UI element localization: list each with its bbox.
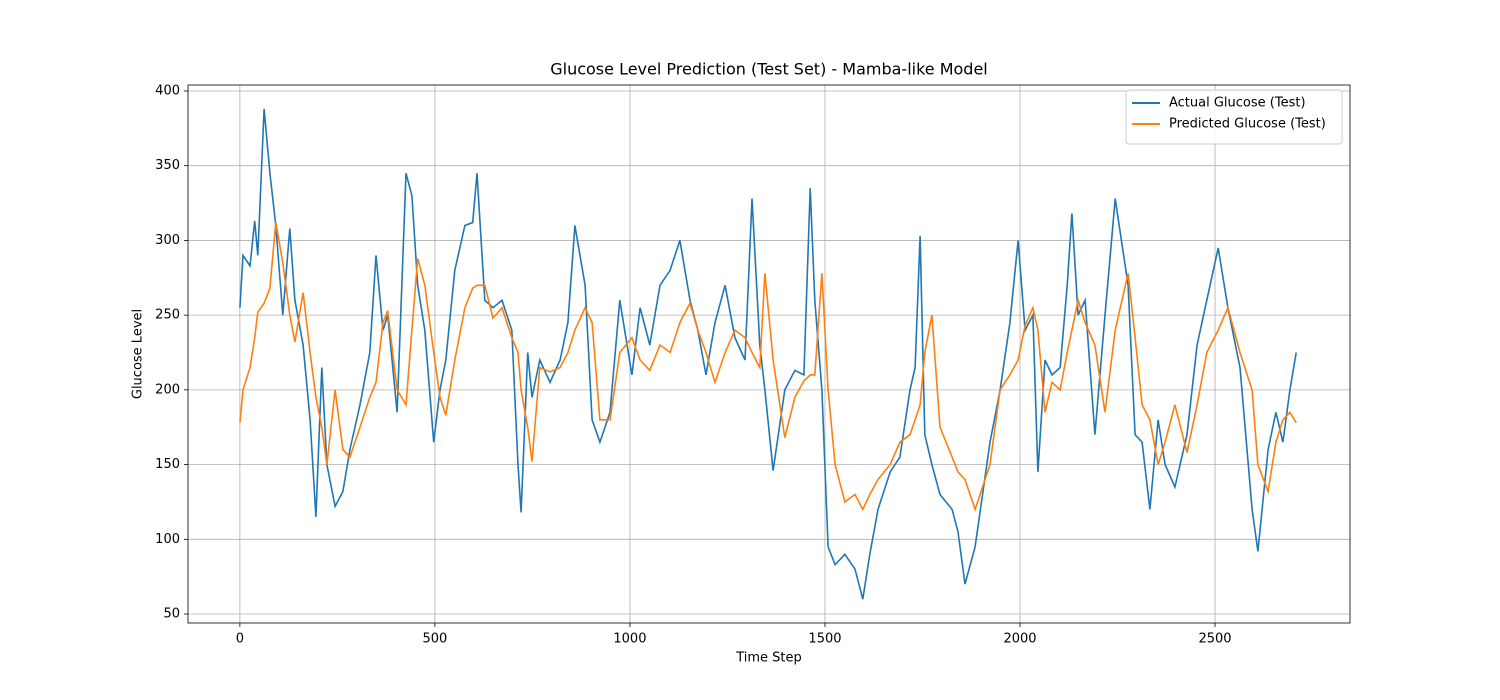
legend-label: Actual Glucose (Test): [1169, 96, 1306, 111]
x-tick-label: 1500: [808, 632, 841, 647]
y-tick-label: 350: [155, 158, 180, 173]
y-tick-label: 50: [163, 607, 180, 622]
y-axis-label: Glucose Level: [131, 309, 146, 399]
y-tick-label: 300: [155, 233, 180, 248]
y-tick-label: 200: [155, 382, 180, 397]
legend: Actual Glucose (Test) Predicted Glucose (…: [1125, 89, 1343, 145]
x-axis-label: Time Step: [735, 651, 802, 666]
plot-frame: [187, 84, 1351, 624]
x-tick-label: 2000: [1003, 632, 1036, 647]
y-tick-label: 400: [155, 83, 180, 98]
x-tick-label: 0: [236, 632, 244, 647]
y-tick-label: 250: [155, 308, 180, 323]
legend-box: [1125, 89, 1343, 145]
data-line: [239, 108, 1297, 600]
x-tick-label: 500: [422, 632, 447, 647]
y-tick-label: 150: [155, 457, 180, 472]
x-tick-label: 1000: [613, 632, 646, 647]
legend-label: Predicted Glucose (Test): [1169, 117, 1326, 132]
chart-title: Glucose Level Prediction (Test Set) - Ma…: [550, 60, 988, 79]
x-tick-label: 2500: [1198, 632, 1231, 647]
y-tick-label: 100: [155, 532, 180, 547]
data-line: [239, 222, 1297, 512]
